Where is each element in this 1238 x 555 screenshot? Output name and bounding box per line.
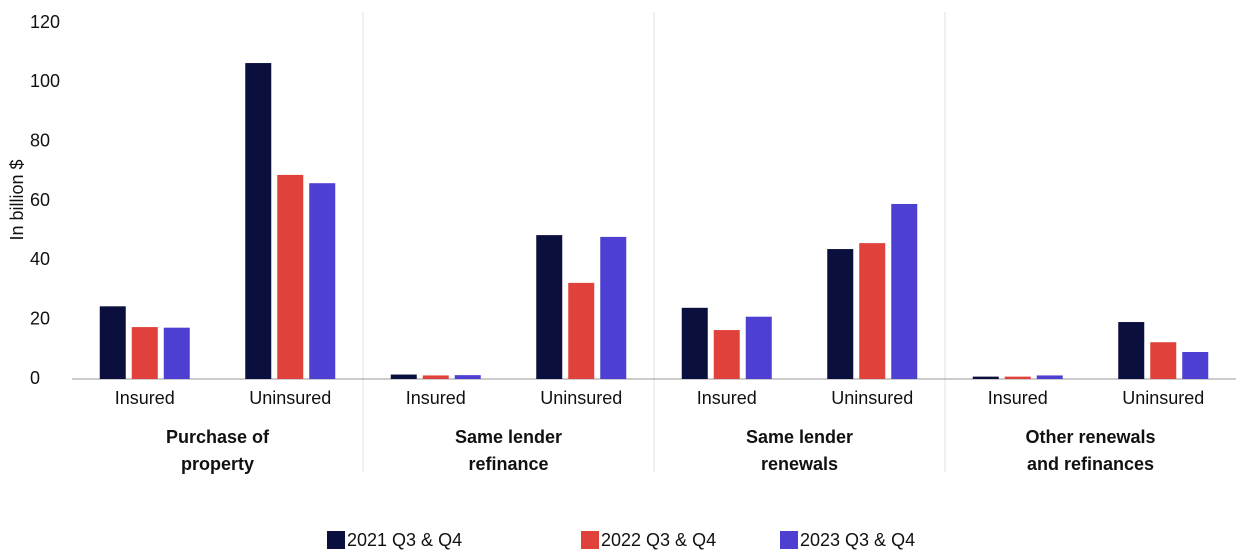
legend-swatch [780,531,798,549]
legend-label: 2022 Q3 & Q4 [601,530,716,550]
x-tick-label: Insured [988,388,1048,408]
y-tick-label: 60 [30,190,50,210]
x-tick-label: Uninsured [1122,388,1204,408]
group-label: property [181,454,254,474]
bar [309,183,336,379]
bar [1118,322,1145,379]
y-tick-label: 20 [30,308,50,328]
bar [1150,342,1177,379]
group-label: Other renewals [1025,427,1155,447]
bar [99,306,126,379]
bar [827,249,854,379]
y-tick-label: 0 [30,368,40,388]
bar [422,375,449,379]
legend-label: 2021 Q3 & Q4 [347,530,462,550]
bar [1036,375,1063,379]
x-tick-label: Uninsured [540,388,622,408]
y-tick-label: 100 [30,71,60,91]
x-tick-label: Insured [697,388,757,408]
legend-label: 2023 Q3 & Q4 [800,530,915,550]
bar [713,330,740,379]
bar [600,236,627,379]
bar [163,327,190,379]
bar [454,375,481,379]
bar [245,63,272,380]
bar [681,307,708,379]
y-tick-label: 120 [30,12,60,32]
group-label: refinance [468,454,548,474]
group-label: Same lender [455,427,562,447]
x-tick-label: Insured [115,388,175,408]
x-tick-label: Uninsured [831,388,913,408]
y-axis-label: In billion $ [7,159,27,240]
y-tick-label: 80 [30,130,50,150]
bar [891,203,918,379]
bar [536,235,563,379]
x-tick-label: Insured [406,388,466,408]
group-label: Same lender [746,427,853,447]
bar [277,174,304,379]
bar [859,243,886,379]
group-label: and refinances [1027,454,1154,474]
bar [1182,352,1209,379]
bar [972,376,999,379]
legend-swatch [581,531,599,549]
bar [745,316,772,379]
legend-swatch [327,531,345,549]
bar [390,374,417,379]
bar [131,327,158,379]
group-label: renewals [761,454,838,474]
group-label: Purchase of [166,427,270,447]
bar [568,282,595,379]
x-tick-label: Uninsured [249,388,331,408]
y-tick-label: 40 [30,249,50,269]
bar [1004,376,1031,379]
